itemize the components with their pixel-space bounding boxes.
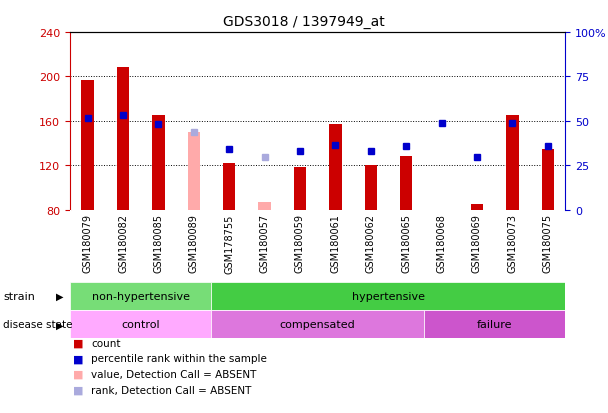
Text: GSM180068: GSM180068 — [437, 214, 446, 273]
Bar — [70, 311, 212, 339]
Text: disease state: disease state — [3, 320, 72, 330]
Bar — [329, 125, 342, 210]
Bar — [258, 202, 271, 210]
Text: GSM180073: GSM180073 — [507, 214, 517, 273]
Text: GDS3018 / 1397949_at: GDS3018 / 1397949_at — [223, 14, 385, 28]
Text: GSM180075: GSM180075 — [543, 214, 553, 273]
Text: GSM180057: GSM180057 — [260, 214, 269, 273]
Bar — [81, 81, 94, 210]
Text: GSM180061: GSM180061 — [330, 214, 340, 273]
Bar — [294, 168, 306, 210]
Text: ■: ■ — [73, 385, 83, 395]
Text: hypertensive: hypertensive — [352, 292, 425, 301]
Text: ■: ■ — [73, 369, 83, 379]
Bar — [212, 282, 565, 311]
Text: GSM180065: GSM180065 — [401, 214, 411, 273]
Text: GSM180059: GSM180059 — [295, 214, 305, 273]
Bar — [117, 68, 130, 210]
Text: control: control — [122, 320, 160, 330]
Text: GSM180082: GSM180082 — [118, 214, 128, 273]
Bar — [188, 133, 200, 210]
Bar — [152, 116, 165, 210]
Text: ▶: ▶ — [57, 320, 64, 330]
Text: percentile rank within the sample: percentile rank within the sample — [91, 354, 267, 363]
Text: GSM180085: GSM180085 — [153, 214, 164, 273]
Text: strain: strain — [3, 292, 35, 301]
Text: GSM180069: GSM180069 — [472, 214, 482, 273]
Text: ■: ■ — [73, 354, 83, 363]
Text: count: count — [91, 338, 121, 348]
Bar — [212, 311, 424, 339]
Text: GSM180079: GSM180079 — [83, 214, 92, 273]
Bar — [424, 311, 565, 339]
Text: value, Detection Call = ABSENT: value, Detection Call = ABSENT — [91, 369, 257, 379]
Text: GSM178755: GSM178755 — [224, 214, 234, 273]
Text: non-hypertensive: non-hypertensive — [92, 292, 190, 301]
Bar — [400, 157, 412, 210]
Text: GSM180089: GSM180089 — [189, 214, 199, 273]
Text: GSM180062: GSM180062 — [366, 214, 376, 273]
Bar — [70, 282, 212, 311]
Bar — [471, 205, 483, 210]
Text: ■: ■ — [73, 338, 83, 348]
Text: failure: failure — [477, 320, 513, 330]
Text: compensated: compensated — [280, 320, 356, 330]
Bar — [223, 164, 235, 210]
Bar — [365, 166, 377, 210]
Bar — [506, 116, 519, 210]
Text: rank, Detection Call = ABSENT: rank, Detection Call = ABSENT — [91, 385, 252, 395]
Text: ▶: ▶ — [57, 292, 64, 301]
Bar — [542, 149, 554, 210]
